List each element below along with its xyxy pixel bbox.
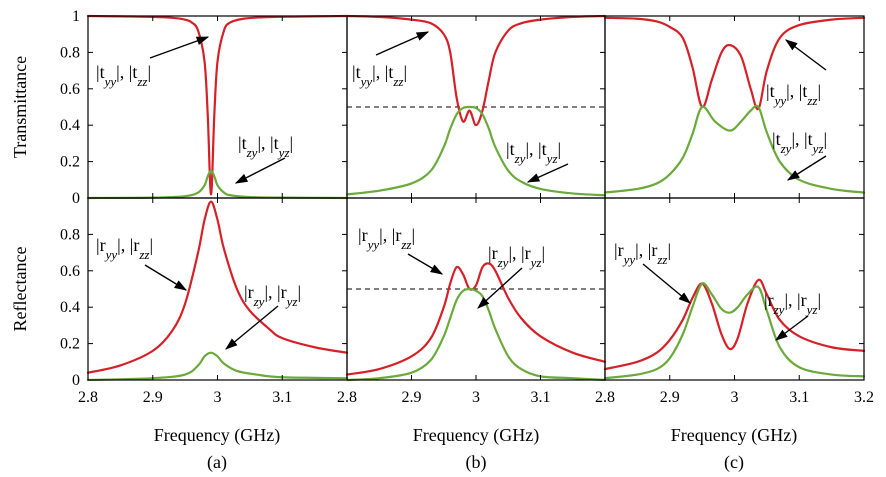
x-tick-label: 3 [472, 389, 480, 406]
x-axis-labels: Frequency (GHz) Frequency (GHz) Frequenc… [154, 425, 797, 446]
annotation-r-direct-c: |ryy|, |rzz| [614, 240, 671, 267]
annotation-r-direct-a: |ryy|, |rzz| [96, 235, 153, 262]
x-tick-label: 3.2 [854, 389, 874, 406]
plot-frame [604, 15, 865, 199]
panel-b-transmittance [345, 14, 607, 199]
panel-c-transmittance [603, 15, 866, 199]
plot-frame [604, 197, 865, 381]
annotation-arrow [526, 163, 569, 183]
y-tick-label: 0.8 [60, 226, 80, 243]
x-tick-label: 2.9 [660, 389, 680, 406]
annotation-arrow [786, 155, 827, 181]
ylabel-transmittance: Transmittance [10, 56, 30, 158]
panel-b-reflectance: 2.8 2.9 3 3.1 [337, 197, 607, 406]
bottom-row-label: Reflectance [10, 247, 30, 332]
panel-label-c: (c) [724, 452, 744, 473]
annotation-arrow [375, 31, 430, 56]
annotation-arrow [784, 39, 827, 71]
annotation-t-cross-a: |tzy|, |tyz| [238, 133, 293, 160]
y-tick-label: 0.6 [60, 81, 80, 98]
panel-a-reflectance: 0 0.2 0.4 0.6 0.8 2.8 2.9 3 3.1 [60, 197, 349, 406]
annotation-t-cross-c: |tzy|, |tyz| [772, 129, 827, 156]
series-line [345, 105, 607, 197]
x-tick-label: 3 [731, 389, 739, 406]
ylabel-reflectance: Reflectance [10, 247, 30, 332]
annotation-arrow [234, 157, 286, 184]
x-tick-label: 2.8 [78, 389, 98, 406]
annotation-r-cross-b: |rzy|, |ryz| [488, 243, 545, 270]
annotation-t-direct-c: |tyy|, |tzz| [766, 81, 821, 108]
plot-frame [87, 15, 348, 199]
annotation-arrow [642, 263, 691, 304]
series-line [603, 16, 866, 111]
plot-frame [87, 197, 348, 381]
x-tick-label: 3 [214, 389, 222, 406]
xlabel-c: Frequency (GHz) [671, 425, 797, 446]
x-tick-label: 3.1 [789, 389, 809, 406]
annotation-t-direct-a: |tyy|, |tzz| [96, 62, 151, 89]
x-tick-label: 2.8 [595, 389, 615, 406]
series-line [86, 351, 349, 382]
x-tick-label: 2.9 [143, 389, 163, 406]
annotation-arrow [407, 253, 444, 275]
top-row-label: Transmittance [10, 56, 30, 158]
panel-label-a: (a) [207, 452, 227, 473]
annotation-arrow [225, 305, 279, 350]
series-line [86, 200, 349, 374]
annotation-arrow [144, 264, 188, 291]
panel-a-transmittance: 0 0.2 0.4 0.6 0.8 1 [60, 8, 349, 207]
series-line [345, 262, 607, 376]
annotation-r-cross-c: |rzy|, |ryz| [764, 290, 821, 317]
y-tick-label: 0.8 [60, 44, 80, 61]
annotation-t-cross-b: |tzy|, |tyz| [506, 139, 561, 166]
x-tick-label: 3.1 [272, 389, 292, 406]
series-line [86, 169, 349, 200]
x-tick-label: 3.1 [531, 389, 551, 406]
y-tick-label: 0.4 [60, 117, 80, 134]
x-tick-label: 2.9 [402, 389, 422, 406]
y-tick-label: 0.2 [60, 154, 80, 171]
y-tick-label: 0.6 [60, 263, 80, 280]
y-tick-label: 0.4 [60, 299, 80, 316]
panel-label-b: (b) [466, 452, 487, 473]
xlabel-b: Frequency (GHz) [413, 425, 539, 446]
series-line [345, 14, 607, 127]
series-line [345, 287, 607, 382]
panel-labels: (a) (b) (c) [207, 452, 744, 473]
annotation-arrow [774, 315, 809, 341]
annotation-arrow [477, 267, 523, 309]
annotation-arrow [149, 36, 210, 59]
series-line [603, 278, 866, 371]
y-tick-label: 0 [72, 372, 80, 389]
annotation-r-cross-a: |rzy|, |ryz| [244, 282, 301, 309]
annotation-r-direct-b: |ryy|, |rzz| [358, 225, 415, 252]
y-tick-label: 0.2 [60, 336, 80, 353]
series-line [86, 14, 349, 196]
y-tick-label: 1 [72, 8, 80, 25]
panel-c-reflectance: 2.8 2.9 3 3.1 3.2 [595, 197, 874, 406]
x-tick-label: 2.8 [337, 389, 357, 406]
series-line [603, 282, 866, 380]
annotation-t-direct-b: |tyy|, |tzz| [352, 62, 407, 89]
annotations: |tyy|, |tzz| |tzy|, |tyz| |tyy|, |tzz| |… [96, 31, 827, 350]
series-line [603, 104, 866, 194]
xlabel-a: Frequency (GHz) [154, 425, 280, 446]
y-tick-label: 0 [72, 190, 80, 207]
